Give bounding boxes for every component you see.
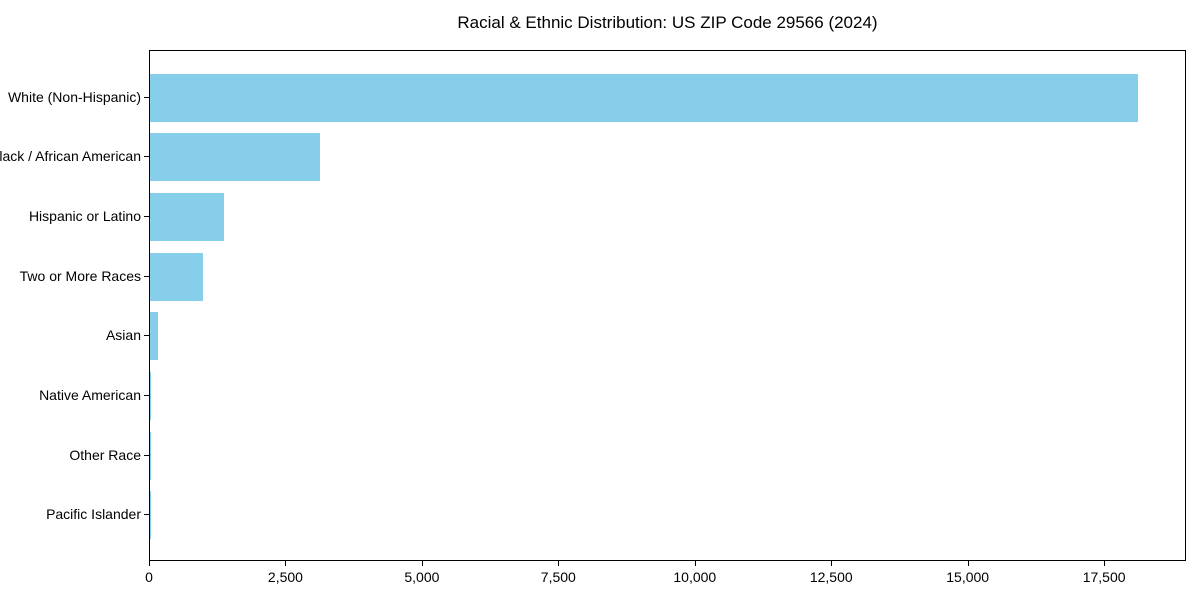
y-tick-label: Black / African American: [0, 148, 141, 165]
x-tick-label: 5,000: [404, 569, 440, 585]
bar: [150, 73, 1138, 122]
chart-title: Racial & Ethnic Distribution: US ZIP Cod…: [457, 13, 878, 32]
x-tick-mark: [694, 561, 696, 566]
y-tick-mark: [144, 156, 149, 158]
x-tick-label: 15,000: [946, 569, 990, 585]
x-tick-label: 10,000: [673, 569, 717, 585]
y-tick-mark: [144, 335, 149, 337]
x-tick-mark: [421, 561, 423, 566]
bar: [150, 312, 159, 361]
bar: [150, 371, 152, 420]
x-tick-mark: [149, 561, 150, 566]
x-tick-mark: [967, 561, 969, 566]
y-tick-mark: [144, 96, 149, 98]
y-tick-label: Native American: [39, 386, 141, 403]
x-tick-mark: [558, 561, 560, 566]
x-tick-label: 17,500: [1082, 569, 1126, 585]
y-tick-label: Pacific Islander: [46, 506, 141, 523]
plot-area: [149, 50, 1186, 561]
bar: [150, 193, 224, 242]
x-tick-label: 0: [145, 569, 153, 585]
y-tick-mark: [144, 454, 149, 456]
x-tick-mark: [285, 561, 287, 566]
x-tick-label: 7,500: [540, 569, 576, 585]
y-tick-label: White (Non-Hispanic): [7, 88, 141, 105]
x-tick-mark: [831, 561, 833, 566]
y-tick-label: Two or More Races: [19, 267, 141, 284]
y-tick-mark: [144, 216, 149, 218]
y-tick-mark: [144, 394, 149, 396]
x-tick-mark: [1104, 561, 1106, 566]
bar: [150, 252, 204, 301]
y-tick-label: Other Race: [69, 446, 141, 463]
bar: [150, 133, 321, 182]
y-tick-label: Asian: [105, 327, 141, 344]
x-tick-label: 12,500: [809, 569, 853, 585]
y-tick-mark: [144, 514, 149, 516]
bar: [150, 431, 151, 480]
y-tick-mark: [144, 275, 149, 277]
x-tick-label: 2,500: [267, 569, 303, 585]
y-tick-label: Hispanic or Latino: [28, 208, 141, 225]
